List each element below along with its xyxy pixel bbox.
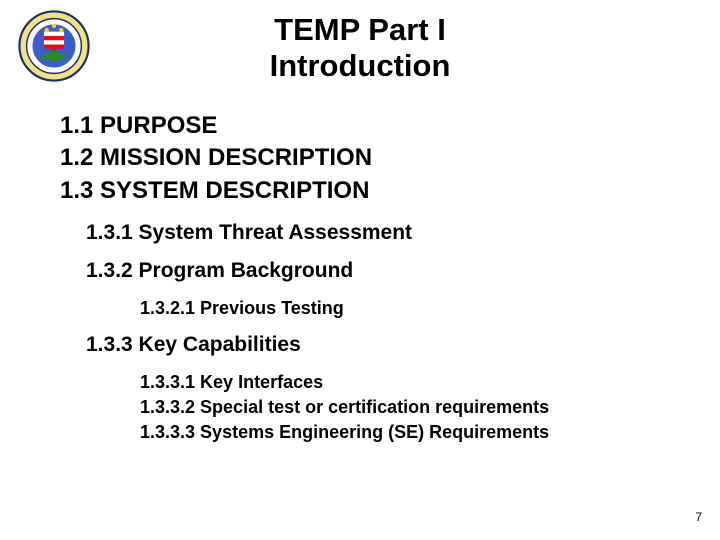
outline-item: 1.3.1 System Threat Assessment [86,221,660,245]
outline-item: 1.1 PURPOSE [60,110,660,142]
page-number: 7 [695,510,702,524]
outline-item: 1.3.3.3 Systems Engineering (SE) Require… [140,421,660,444]
outline-content: 1.1 PURPOSE 1.2 MISSION DESCRIPTION 1.3 … [60,110,660,457]
outline-item: 1.3.2 Program Background [86,259,660,283]
slide: TEMP Part I Introduction 1.1 PURPOSE 1.2… [0,0,720,540]
title-line-2: Introduction [0,48,720,84]
outline-item: 1.2 MISSION DESCRIPTION [60,142,660,174]
outline-item: 1.3.3 Key Capabilities [86,333,660,357]
outline-item: 1.3.3.1 Key Interfaces [140,371,660,394]
title-line-1: TEMP Part I [0,12,720,48]
outline-item: 1.3.3.2 Special test or certification re… [140,396,660,419]
outline-item: 1.3 SYSTEM DESCRIPTION [60,175,660,207]
slide-title: TEMP Part I Introduction [0,12,720,83]
outline-item: 1.3.2.1 Previous Testing [140,297,660,320]
